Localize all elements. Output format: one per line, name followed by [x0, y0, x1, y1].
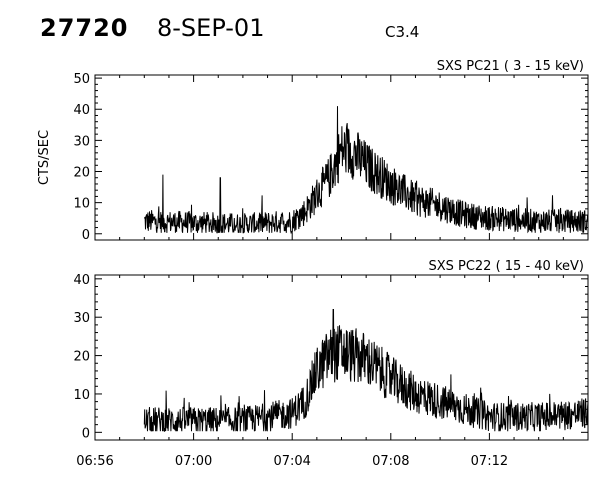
y-tick-label: 40 — [73, 103, 90, 118]
y-tick-label: 30 — [73, 311, 90, 326]
y-tick-label: 20 — [73, 350, 90, 365]
panel-title: SXS PC21 ( 3 - 15 keV) — [437, 59, 584, 74]
x-tick-label: 07:12 — [471, 454, 508, 469]
panel-1: 0 10 20 30 40 50 SXS PC21 ( 3 - 15 keV) CTS/SEC — [37, 59, 589, 243]
y-tick-label: 0 — [82, 426, 90, 441]
x-tick-label: 07:08 — [372, 454, 409, 469]
y-tick-label: 10 — [73, 197, 90, 212]
y-tick-label: 40 — [73, 273, 90, 288]
event-id: 27720 — [40, 14, 129, 42]
x-tick-label: 07:04 — [273, 454, 310, 469]
y-tick-label: 50 — [73, 72, 90, 87]
y-tick-label: 30 — [73, 134, 90, 149]
panel-title: SXS PC22 ( 15 - 40 keV) — [428, 259, 584, 274]
y-tick-label: 10 — [73, 388, 90, 403]
series-line — [143, 309, 589, 432]
flare-class: C3.4 — [385, 23, 420, 41]
y-axis-label: CTS/SEC — [37, 130, 52, 185]
panel-2: 0 10 20 30 40 06:56 07:00 07:04 07:08 07:12 SXS PC… — [73, 259, 589, 469]
event-date: 8-SEP-01 — [157, 14, 265, 42]
x-tick-label: 06:56 — [76, 454, 113, 469]
series-line — [143, 106, 589, 235]
y-tick-label: 20 — [73, 166, 90, 181]
y-tick-label: 0 — [82, 228, 90, 243]
x-tick-label: 07:00 — [175, 454, 212, 469]
